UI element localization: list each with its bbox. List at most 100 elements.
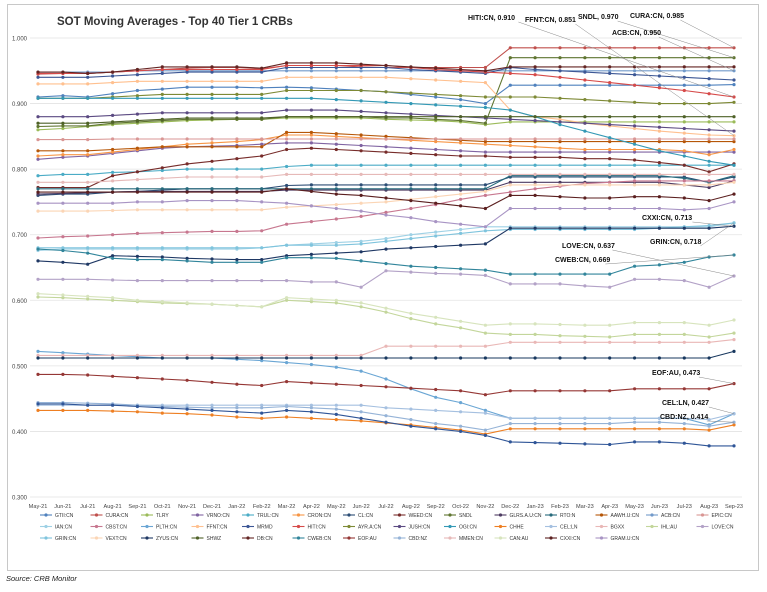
data-point bbox=[459, 389, 463, 393]
data-point bbox=[633, 332, 637, 336]
data-point bbox=[633, 179, 637, 183]
data-point bbox=[409, 246, 413, 250]
x-tick-label: Jan-22 bbox=[228, 504, 245, 510]
data-point bbox=[359, 62, 363, 66]
data-point bbox=[36, 149, 40, 153]
data-point bbox=[359, 137, 363, 141]
legend-label: HITI:CN bbox=[308, 525, 326, 531]
data-point bbox=[235, 145, 239, 149]
data-point bbox=[135, 298, 139, 302]
data-point bbox=[707, 120, 711, 124]
data-point bbox=[508, 95, 512, 99]
data-point bbox=[583, 65, 587, 69]
legend-item: VEXT:CN bbox=[90, 536, 127, 542]
data-point bbox=[384, 310, 388, 314]
data-point bbox=[409, 264, 413, 268]
data-point bbox=[285, 415, 289, 419]
annotation-label: CBD:NZ, 0.414 bbox=[660, 414, 708, 421]
data-point bbox=[309, 96, 313, 100]
data-point bbox=[285, 172, 289, 176]
data-point bbox=[558, 389, 562, 393]
data-point bbox=[384, 414, 388, 418]
data-point bbox=[160, 377, 164, 381]
data-point bbox=[409, 233, 413, 237]
data-point bbox=[36, 372, 40, 376]
data-point bbox=[682, 183, 686, 187]
data-point bbox=[235, 92, 239, 96]
data-point bbox=[558, 427, 562, 431]
data-point bbox=[334, 206, 338, 211]
data-point bbox=[86, 190, 90, 194]
series-db-cn bbox=[36, 61, 736, 75]
data-point bbox=[434, 344, 438, 348]
legend-label: IAN:CN bbox=[55, 525, 72, 531]
data-point bbox=[111, 174, 115, 178]
data-point bbox=[682, 115, 686, 119]
data-point bbox=[533, 356, 537, 360]
data-point bbox=[185, 208, 189, 212]
data-point bbox=[135, 279, 139, 283]
data-point bbox=[608, 81, 612, 85]
data-point bbox=[633, 142, 637, 146]
data-point bbox=[285, 75, 289, 79]
legend-label: TRUL:CN bbox=[257, 513, 279, 519]
data-point bbox=[434, 265, 438, 270]
data-point bbox=[732, 137, 736, 141]
data-point bbox=[483, 187, 487, 191]
data-point bbox=[732, 147, 736, 152]
data-point bbox=[682, 416, 686, 420]
data-point bbox=[111, 137, 115, 141]
data-point bbox=[533, 119, 537, 123]
data-point bbox=[285, 298, 289, 302]
data-point bbox=[235, 85, 239, 89]
data-point bbox=[707, 128, 711, 132]
data-point bbox=[260, 260, 264, 264]
data-point bbox=[309, 403, 313, 407]
data-point bbox=[508, 108, 512, 112]
legend-swatch-marker bbox=[195, 524, 200, 529]
data-point bbox=[434, 140, 438, 144]
data-point bbox=[682, 154, 686, 158]
y-tick-label: 0.800 bbox=[12, 168, 28, 174]
data-point bbox=[409, 91, 413, 95]
data-point bbox=[111, 298, 115, 302]
gridlines bbox=[30, 37, 742, 498]
data-point bbox=[384, 115, 388, 119]
data-point bbox=[459, 197, 463, 201]
data-point bbox=[359, 410, 363, 414]
data-point bbox=[657, 427, 662, 431]
annotation-label: CEL:LN, 0.427 bbox=[662, 400, 709, 407]
data-point bbox=[657, 125, 662, 129]
data-point bbox=[483, 69, 487, 73]
data-point bbox=[409, 424, 413, 428]
data-point bbox=[657, 226, 662, 230]
data-point bbox=[135, 376, 139, 380]
data-point bbox=[434, 163, 438, 167]
data-point bbox=[160, 168, 164, 173]
data-point bbox=[533, 340, 537, 344]
data-point bbox=[558, 115, 562, 119]
legend-item: CBST:CN bbox=[90, 525, 127, 531]
data-point bbox=[260, 66, 264, 70]
data-point bbox=[583, 163, 587, 167]
data-point bbox=[583, 98, 587, 102]
data-point bbox=[210, 67, 214, 72]
data-point bbox=[260, 416, 264, 420]
data-point bbox=[36, 154, 40, 158]
data-point bbox=[36, 209, 40, 213]
data-point bbox=[608, 335, 612, 339]
data-point bbox=[260, 167, 264, 171]
data-point bbox=[285, 279, 289, 283]
data-point bbox=[309, 362, 313, 367]
x-tick-label: Jun-22 bbox=[353, 504, 370, 510]
data-point bbox=[61, 201, 65, 205]
data-point bbox=[459, 183, 463, 187]
data-point bbox=[160, 87, 164, 91]
legend-swatch-marker bbox=[549, 536, 553, 540]
data-point bbox=[61, 293, 65, 297]
legend-label: CL:CN bbox=[358, 513, 373, 519]
data-point bbox=[111, 74, 115, 78]
x-tick-label: Jul-23 bbox=[677, 504, 692, 510]
data-point bbox=[434, 195, 438, 199]
data-point bbox=[459, 187, 463, 191]
